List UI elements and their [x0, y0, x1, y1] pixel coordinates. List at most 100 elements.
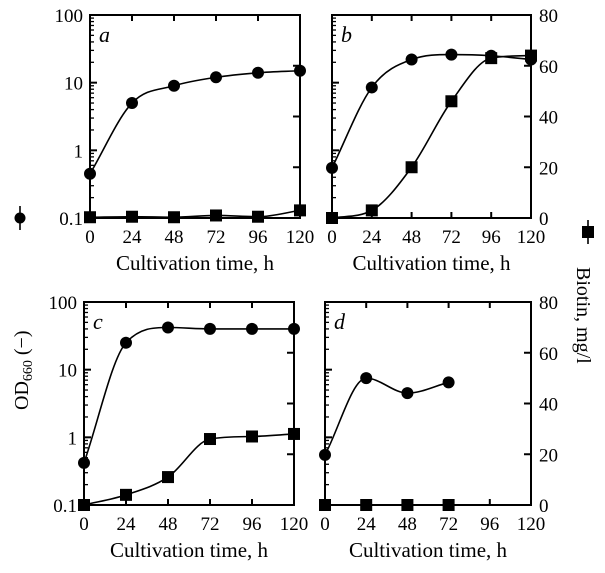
- data-point-circle: [78, 456, 90, 469]
- series-line-circle: [89, 69, 301, 175]
- y-left-tick-label: 100: [55, 6, 84, 27]
- panel-c: 0 24 48 72 96 120 0.1 1 10 100 c Cultivation time, …: [49, 293, 309, 562]
- data-point-circle: [401, 387, 414, 400]
- data-point-square: [204, 433, 216, 446]
- panel-frame: [324, 301, 532, 506]
- data-point-square: [288, 427, 300, 440]
- data-point-square: [360, 499, 373, 511]
- data-point-square: [210, 209, 222, 222]
- data-point-circle: [326, 161, 338, 174]
- right-y-axis-title: Biotin, mg/l: [572, 220, 594, 364]
- data-point-square: [162, 471, 174, 484]
- legend-square-marker: [582, 226, 594, 238]
- x-tick-label: 72: [439, 514, 458, 535]
- y-right-tick-label: 40: [539, 108, 558, 129]
- data-point-square: [485, 52, 498, 65]
- series-line-circle: [324, 377, 449, 456]
- x-tick-label: 120: [517, 514, 546, 535]
- y-left-tick-label: 10: [58, 361, 77, 382]
- x-tick-label: 120: [286, 227, 315, 248]
- data-point-circle: [210, 71, 222, 84]
- y-left-tick-label: 10: [64, 74, 83, 95]
- x-tick-label: 0: [320, 514, 330, 535]
- series-line-circle: [331, 53, 532, 169]
- y-right-tick-label: 60: [539, 344, 558, 365]
- data-point-circle: [365, 81, 378, 94]
- x-tick-label: 48: [402, 227, 421, 248]
- series-line-circle: [83, 326, 294, 464]
- x-axis-title: Cultivation time, h: [110, 538, 269, 562]
- data-point-square: [326, 212, 338, 224]
- panel-frame: [83, 301, 295, 506]
- data-point-circle: [168, 79, 180, 92]
- x-tick-label: 96: [482, 227, 501, 248]
- x-tick-label: 96: [480, 514, 499, 535]
- panel-letter: c: [93, 309, 103, 334]
- x-tick-label: 72: [201, 514, 220, 535]
- data-point-circle: [360, 372, 373, 385]
- panel-a: 0 24 48 72 96 120 0.1 1 10 100 a Cultivation time, …: [55, 6, 315, 275]
- x-axis-title: Cultivation time, h: [116, 251, 275, 275]
- data-point-square: [401, 499, 414, 511]
- panel-letter: a: [99, 22, 110, 47]
- left-y-axis-title: OD660 (−): [11, 206, 36, 410]
- data-point-square: [294, 204, 306, 217]
- x-tick-label: 0: [327, 227, 337, 248]
- x-tick-label: 48: [165, 227, 184, 248]
- data-point-square: [246, 430, 258, 443]
- x-tick-label: 24: [123, 227, 143, 248]
- data-point-square: [445, 95, 458, 108]
- data-point-circle: [162, 321, 174, 334]
- x-tick-label: 96: [249, 227, 268, 248]
- y-left-tick-label: 0.1: [59, 209, 83, 230]
- data-point-circle: [246, 322, 258, 335]
- data-point-square: [525, 49, 537, 62]
- x-tick-label: 48: [398, 514, 417, 535]
- data-point-circle: [120, 336, 132, 349]
- data-point-circle: [445, 48, 458, 61]
- x-tick-label: 120: [280, 514, 309, 535]
- x-tick-label: 24: [362, 227, 382, 248]
- data-point-square: [168, 211, 180, 224]
- y-right-tick-label: 80: [539, 293, 558, 314]
- y-right-tick-label: 40: [539, 395, 558, 416]
- data-point-circle: [405, 53, 418, 66]
- x-axis-title: Cultivation time, h: [349, 538, 508, 562]
- legend-circle-marker: [14, 212, 26, 224]
- x-tick-label: 72: [207, 227, 226, 248]
- x-tick-label: 0: [79, 514, 89, 535]
- x-tick-label: 24: [357, 514, 377, 535]
- x-tick-label: 96: [243, 514, 262, 535]
- series-line-square: [331, 54, 532, 219]
- x-tick-label: 0: [85, 227, 95, 248]
- y-left-tick-label: 1: [68, 428, 78, 449]
- data-point-circle: [84, 167, 96, 180]
- y-right-tick-label: 0: [539, 209, 549, 230]
- data-point-circle: [204, 322, 216, 335]
- x-tick-label: 48: [159, 514, 178, 535]
- y-right-tick-label: 20: [539, 445, 558, 466]
- series-line-square: [89, 209, 301, 219]
- data-point-square: [120, 488, 132, 501]
- data-point-square: [252, 210, 264, 223]
- y-left-tick-label: 100: [49, 293, 78, 314]
- data-point-square: [405, 161, 418, 174]
- x-tick-label: 72: [442, 227, 461, 248]
- series-line-square: [83, 433, 295, 506]
- x-axis-title: Cultivation time, h: [352, 251, 511, 275]
- data-point-square: [319, 499, 331, 511]
- x-tick-label: 24: [117, 514, 137, 535]
- y-left-tick-label: 0.1: [53, 496, 77, 517]
- data-point-square: [126, 210, 138, 223]
- y-right-tick-label: 20: [539, 158, 558, 179]
- data-point-square: [365, 204, 378, 217]
- data-point-circle: [319, 448, 331, 461]
- y-right-tick-label: 60: [539, 57, 558, 78]
- panel-letter: d: [334, 309, 346, 334]
- data-point-circle: [288, 322, 300, 335]
- data-point-square: [442, 499, 455, 511]
